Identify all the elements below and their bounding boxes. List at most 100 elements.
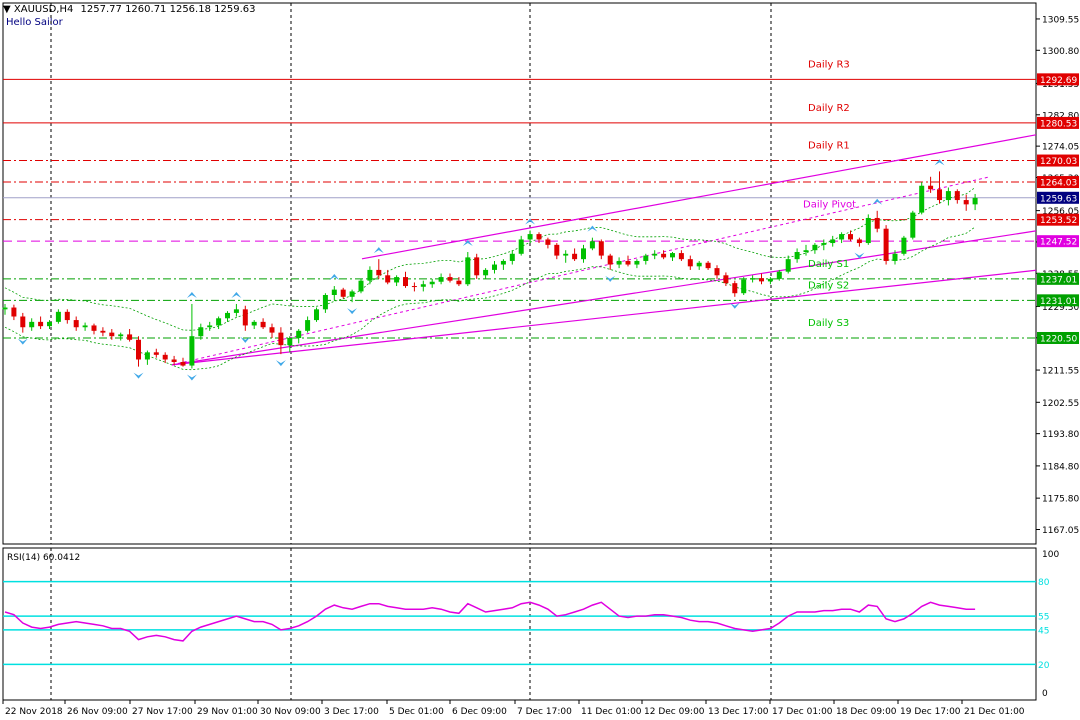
bear-candle (91, 323, 97, 335)
candle-body (349, 291, 355, 297)
candle-body (527, 234, 533, 240)
bull-candle (429, 278, 435, 288)
candle-body (545, 239, 551, 245)
candle-body (714, 268, 720, 276)
time-tick-label: 13 Dec 17:00 (708, 707, 769, 717)
bear-candle (474, 253, 480, 279)
rsi-level-label: 20 (1038, 661, 1050, 671)
level-price-label: 1247.52 (1040, 238, 1077, 248)
fractal-down-icon (240, 336, 251, 343)
bull-candle (581, 244, 586, 263)
candle-body (661, 253, 667, 258)
candle-body (403, 277, 408, 287)
bear-candle (447, 273, 453, 283)
candle-body (225, 312, 230, 319)
candle-body (598, 241, 604, 256)
candle-body (447, 277, 453, 281)
bear-candle (385, 269, 391, 285)
bull-candle (500, 259, 506, 270)
candle-body (963, 200, 969, 205)
candle-body (901, 237, 907, 254)
price-tick-label: 1184.80 (1042, 462, 1079, 472)
price-axis: 1309.551300.801291.551282.801274.051265.… (1036, 15, 1079, 536)
price-tick-label: 1229.30 (1042, 303, 1079, 313)
bear-candle (411, 282, 417, 292)
bear-candle (572, 248, 578, 261)
rsi-plot-frame (2, 547, 1037, 701)
candle-body (411, 286, 417, 288)
bear-candle (554, 243, 560, 260)
candle-body (670, 253, 675, 258)
price-tick-label: 1202.55 (1042, 399, 1079, 409)
candle-body (216, 318, 222, 326)
bull-candle (518, 235, 524, 256)
bull-candle (812, 243, 818, 254)
candle-body (536, 234, 542, 240)
bull-candle (358, 278, 364, 294)
level-price-label-box (1037, 73, 1079, 86)
candle-body (109, 332, 115, 337)
candle-body (420, 284, 426, 287)
bull-candle (865, 214, 871, 245)
level-price-label: 1253.52 (1040, 216, 1077, 226)
time-tick-label: 12 Dec 09:00 (644, 707, 705, 717)
bear-candle (723, 272, 729, 287)
candle-body (732, 283, 738, 294)
level-price-label-box (1037, 176, 1079, 189)
time-tick-label: 30 Nov 09:00 (260, 707, 321, 717)
bull-candle (144, 350, 150, 365)
level-price-label-box (1037, 235, 1079, 248)
bear-candle (20, 312, 26, 333)
candle-body (287, 337, 293, 346)
current-price-label: 1259.63 (1040, 194, 1077, 204)
bear-candle (180, 357, 186, 367)
bull-candle (670, 252, 675, 261)
candle-body (892, 253, 898, 261)
bear-candle (278, 327, 284, 355)
candle-body (874, 217, 880, 229)
time-tick-label: 11 Dec 01:00 (581, 707, 642, 717)
bull-candle (118, 332, 124, 341)
candle-body (38, 321, 44, 327)
price-tick-label: 1256.05 (1042, 207, 1079, 217)
bear-candle (153, 348, 159, 358)
candle-body (972, 197, 978, 205)
bear-candle (73, 316, 79, 331)
envelope-bands (4, 187, 976, 371)
dropdown-arrow-icon[interactable]: ▼ (3, 4, 11, 15)
candle-body (296, 330, 302, 338)
bull-candle (82, 322, 88, 331)
bull-candle (438, 273, 444, 285)
candle-body (171, 359, 177, 362)
candle-body (136, 339, 141, 360)
bear-candle (456, 277, 462, 287)
fractal-markers (17, 159, 945, 381)
bear-candle (625, 255, 631, 267)
level-name-label: Daily Pivot (803, 200, 856, 211)
candle-body (474, 257, 480, 276)
bear-candle (109, 329, 115, 340)
candle-body (251, 321, 257, 326)
candle-body (741, 279, 747, 294)
bear-candle (607, 253, 613, 270)
level-name-label: Daily S2 (808, 280, 849, 291)
time-tick-label: 6 Dec 09:00 (452, 707, 507, 717)
main-plot-frame (2, 2, 1037, 545)
bull-candle (492, 260, 497, 274)
candle-body (198, 327, 204, 337)
bull-candle (483, 268, 489, 279)
time-tick-label: 27 Nov 17:00 (132, 707, 193, 717)
candle-body (759, 278, 764, 282)
candle-body (821, 243, 827, 245)
time-tick-label: 18 Dec 09:00 (836, 707, 897, 717)
candle-body (794, 252, 800, 260)
level-price-label-box (1037, 294, 1079, 307)
candle-body (47, 321, 52, 327)
bull-candle (616, 257, 622, 269)
candle-body (153, 352, 159, 355)
candle-body (954, 191, 960, 201)
candle-body (945, 191, 951, 201)
candle-body (2, 307, 8, 310)
bull-candle (643, 253, 649, 265)
